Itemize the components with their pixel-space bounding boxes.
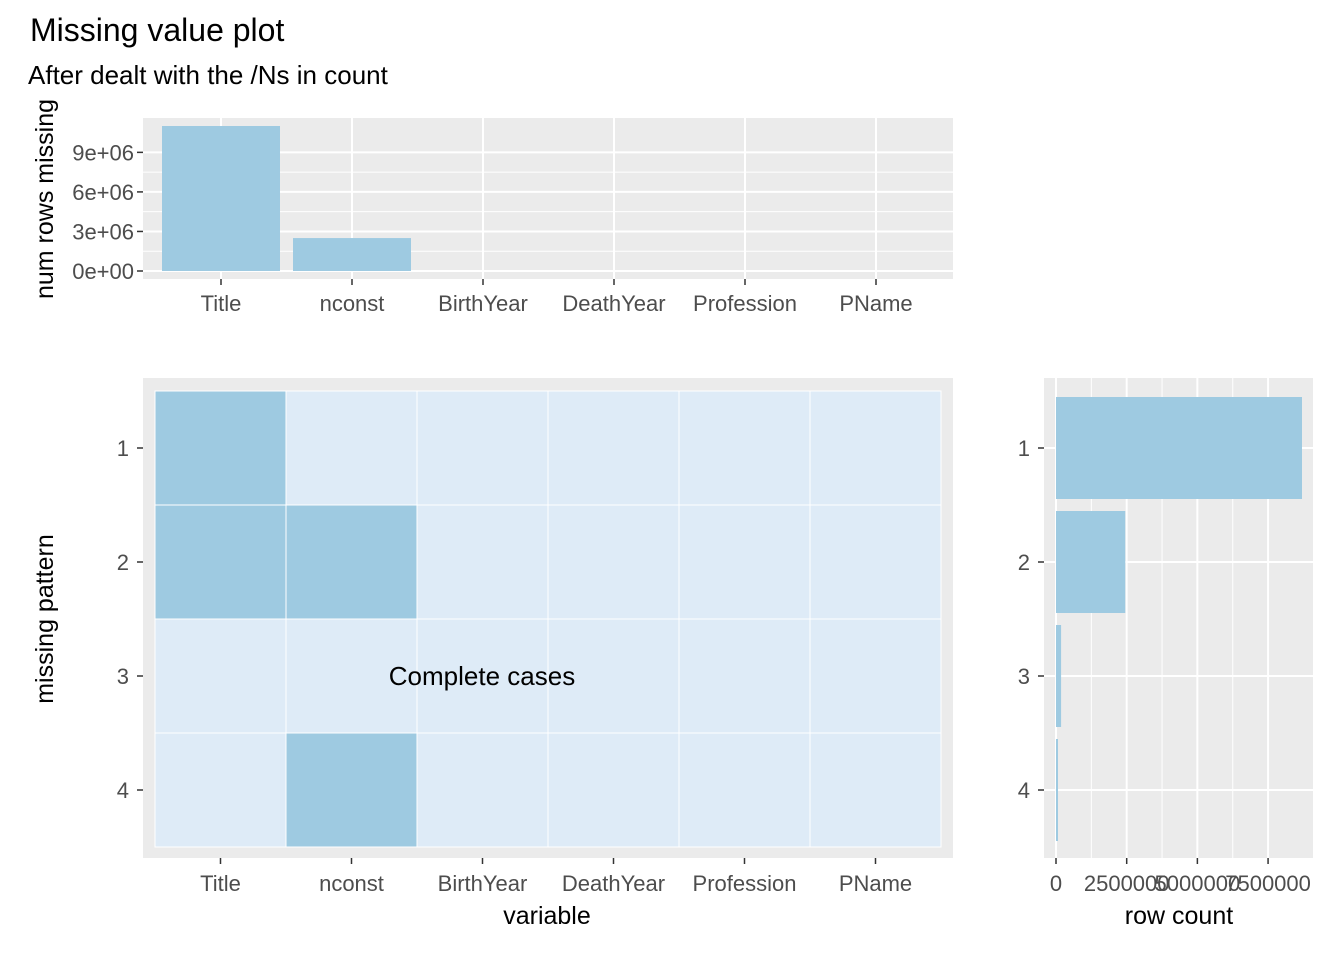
heatmap-tile-3-Title	[154, 618, 287, 734]
chart-subtitle: After dealt with the /Ns in count	[28, 60, 389, 90]
heatmap-tile-1-PName	[809, 390, 942, 506]
right-bar-3	[1056, 625, 1062, 727]
heatmap-tile-2-BirthYear	[416, 504, 549, 620]
heatmap-y-tick-label: 1	[117, 436, 129, 461]
heatmap-tile-2-Profession	[678, 504, 811, 620]
heatmap-y-tick-label: 3	[117, 664, 129, 689]
heatmap-tile-2-PName	[809, 504, 942, 620]
right-bar-2	[1056, 511, 1126, 613]
right-y-tick-label: 3	[1018, 664, 1030, 689]
heatmap-tile-3-Profession	[678, 618, 811, 734]
heatmap-y-tick-label: 4	[117, 778, 129, 803]
heatmap-tile-3-PName	[809, 618, 942, 734]
top-y-tick-label: 6e+06	[72, 180, 134, 205]
heatmap-tile-3-BirthYear	[416, 618, 549, 734]
right-y-tick-label: 4	[1018, 778, 1030, 803]
right-x-tick-label: 7500000	[1225, 871, 1311, 896]
top-x-tick-label: Title	[201, 291, 242, 316]
heatmap-y-axis-label: missing pattern	[31, 534, 59, 704]
heatmap-x-tick-label: Title	[200, 871, 241, 896]
top-bar-panel: 0e+00 3e+06 6e+06 9e+06 Title nconst BirthYear…	[72, 118, 953, 316]
top-x-tick-label: Profession	[693, 291, 797, 316]
heatmap-tile-4-nconst	[285, 732, 418, 848]
heatmap-x-tick-label: Profession	[693, 871, 797, 896]
heatmap-tile-2-Title	[154, 504, 287, 620]
pattern-heatmap-panel: 1 2 3 4 Title nconst BirthYear DeathYear Profess…	[117, 378, 953, 896]
heatmap-tile-1-DeathYear	[547, 390, 680, 506]
heatmap-tile-1-nconst	[285, 390, 418, 506]
heatmap-x-tick-label: nconst	[319, 871, 384, 896]
heatmap-tile-3-nconst	[285, 618, 418, 734]
heatmap-tile-2-DeathYear	[547, 504, 680, 620]
chart-title: Missing value plot	[30, 12, 284, 48]
top-bar-nconst	[293, 238, 411, 271]
heatmap-tile-3-DeathYear	[547, 618, 680, 734]
top-x-tick-label: nconst	[320, 291, 385, 316]
top-x-tick-label: PName	[839, 291, 912, 316]
heatmap-tile-1-Profession	[678, 390, 811, 506]
right-x-axis-label: row count	[1125, 902, 1233, 930]
top-bar-Title	[162, 126, 280, 271]
heatmap-y-tick-label: 2	[117, 550, 129, 575]
right-y-tick-label: 1	[1018, 436, 1030, 461]
heatmap-tile-2-nconst	[285, 504, 418, 620]
heatmap-tile-1-Title	[154, 390, 287, 506]
right-bar-4	[1056, 739, 1058, 841]
heatmap-x-tick-label: DeathYear	[562, 871, 665, 896]
top-y-tick-label: 9e+06	[72, 140, 134, 165]
heatmap-tile-4-DeathYear	[547, 732, 680, 848]
heatmap-tile-4-BirthYear	[416, 732, 549, 848]
top-y-tick-label: 3e+06	[72, 219, 134, 244]
top-x-tick-label: DeathYear	[562, 291, 665, 316]
heatmap-tile-1-BirthYear	[416, 390, 549, 506]
right-x-tick-label: 5000000	[1155, 871, 1241, 896]
heatmap-x-tick-label: PName	[839, 871, 912, 896]
complete-cases-annotation: Complete cases	[389, 661, 575, 691]
heatmap-x-tick-label: BirthYear	[438, 871, 528, 896]
top-y-tick-label: 0e+00	[72, 259, 134, 284]
heatmap-tile-4-Title	[154, 732, 287, 848]
top-y-axis-label: num rows missing	[31, 99, 59, 299]
right-y-tick-label: 2	[1018, 550, 1030, 575]
right-bar-1	[1056, 397, 1302, 499]
heatmap-tile-4-Profession	[678, 732, 811, 848]
heatmap-tile-4-PName	[809, 732, 942, 848]
right-x-tick-label: 0	[1050, 871, 1062, 896]
heatmap-x-axis-label: variable	[503, 902, 591, 930]
right-x-tick-label: 2500000	[1084, 871, 1170, 896]
top-x-tick-label: BirthYear	[438, 291, 528, 316]
